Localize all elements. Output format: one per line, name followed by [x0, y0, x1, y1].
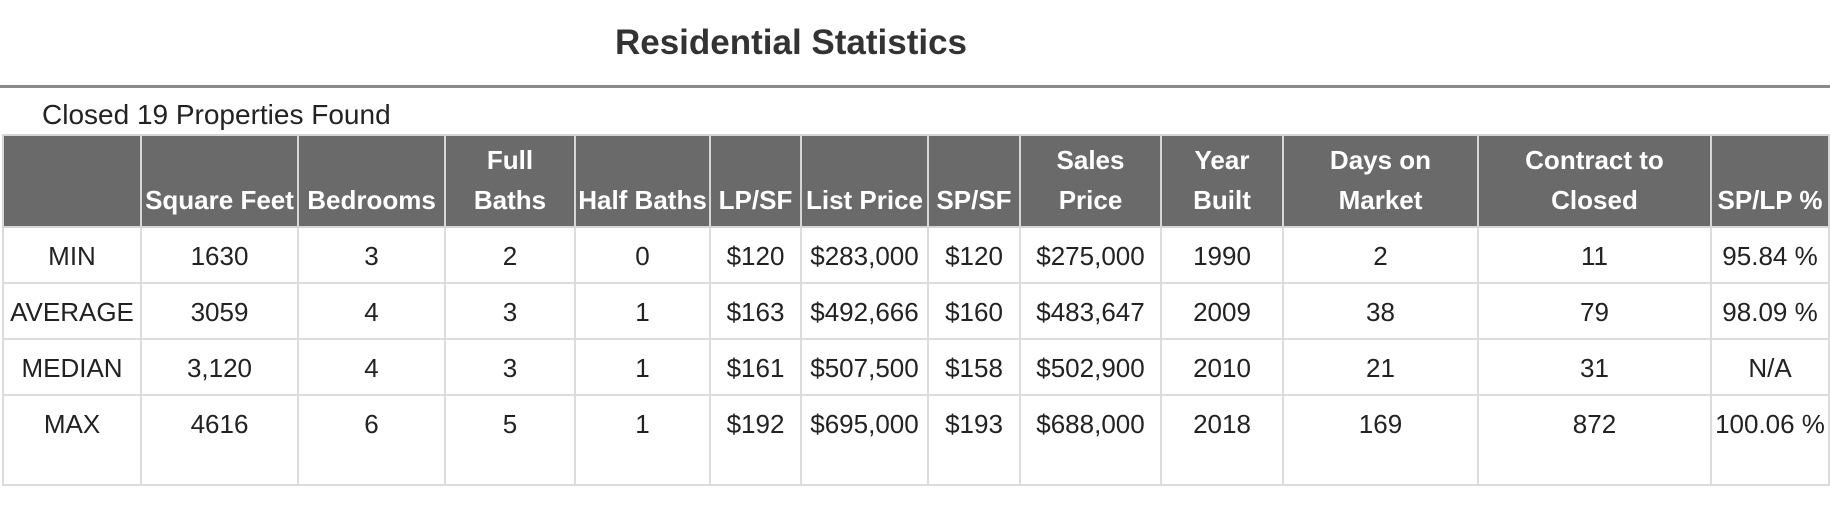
column-header-sp-lp-percent: SP/LP %: [1710, 134, 1830, 228]
column-header-contract-to-closed: Contract to Closed: [1477, 134, 1712, 228]
table-cell: 2: [1282, 226, 1479, 284]
table-cell: $695,000: [800, 394, 929, 486]
table-cell: 2009: [1160, 282, 1284, 340]
table-cell: $160: [927, 282, 1021, 340]
table-cell: $193: [927, 394, 1021, 486]
table-cell: 872: [1477, 394, 1712, 486]
table-cell: 98.09 %: [1710, 282, 1830, 340]
table-cell: $120: [709, 226, 802, 284]
table-row: MAX 4616 6 5 1 $192 $695,000 $193 $688,0…: [2, 394, 1830, 486]
column-header-year-built: Year Built: [1160, 134, 1284, 228]
column-header-list-price: List Price: [800, 134, 929, 228]
table-cell: 2010: [1160, 338, 1284, 396]
column-header-square-feet: Square Feet: [140, 134, 299, 228]
table-cell: 3,120: [140, 338, 299, 396]
column-header-days-on-market: Days on Market: [1282, 134, 1479, 228]
table-cell: 95.84 %: [1710, 226, 1830, 284]
row-label: MAX: [2, 394, 142, 486]
table-cell: $688,000: [1019, 394, 1162, 486]
column-header-sp-sf: SP/SF: [927, 134, 1021, 228]
table-cell: 38: [1282, 282, 1479, 340]
column-header-sales-price: Sales Price: [1019, 134, 1162, 228]
header-row: Square Feet Bedrooms Full Baths Half Bat…: [2, 134, 1830, 228]
table-cell: N/A: [1710, 338, 1830, 396]
table-cell: 4: [297, 282, 446, 340]
table-cell: 1: [574, 394, 711, 486]
results-count: Closed 19 Properties Found: [42, 99, 391, 130]
table-cell: 3: [297, 226, 446, 284]
table-cell: 1: [574, 338, 711, 396]
statistics-table: Square Feet Bedrooms Full Baths Half Bat…: [2, 134, 1830, 486]
table-cell: 31: [1477, 338, 1712, 396]
table-cell: 4: [297, 338, 446, 396]
table-row: AVERAGE 3059 4 3 1 $163 $492,666 $160 $4…: [2, 282, 1830, 340]
table-cell: 169: [1282, 394, 1479, 486]
table-cell: $163: [709, 282, 802, 340]
table-cell: 1: [574, 282, 711, 340]
table-cell: 21: [1282, 338, 1479, 396]
table-cell: 3: [444, 282, 576, 340]
column-header-full-baths: Full Baths: [444, 134, 576, 228]
table-cell: 2018: [1160, 394, 1284, 486]
table-cell: 5: [444, 394, 576, 486]
column-header-lp-sf: LP/SF: [709, 134, 802, 228]
row-label: AVERAGE: [2, 282, 142, 340]
table-cell: $161: [709, 338, 802, 396]
table-cell: 3: [444, 338, 576, 396]
table-cell: 100.06 %: [1710, 394, 1830, 486]
row-label: MIN: [2, 226, 142, 284]
table-cell: $275,000: [1019, 226, 1162, 284]
table-cell: 2: [444, 226, 576, 284]
table-cell: $120: [927, 226, 1021, 284]
table-cell: 11: [1477, 226, 1712, 284]
table-cell: $158: [927, 338, 1021, 396]
table-row: MIN 1630 3 2 0 $120 $283,000 $120 $275,0…: [2, 226, 1830, 284]
table-cell: $483,647: [1019, 282, 1162, 340]
table-cell: 0: [574, 226, 711, 284]
table-cell: 4616: [140, 394, 299, 486]
table-cell: 79: [1477, 282, 1712, 340]
table-cell: $192: [709, 394, 802, 486]
page-title: Residential Statistics: [614, 23, 968, 62]
table-cell: $507,500: [800, 338, 929, 396]
title-divider: [0, 85, 1830, 88]
table-cell: 1990: [1160, 226, 1284, 284]
table-row: MEDIAN 3,120 4 3 1 $161 $507,500 $158 $5…: [2, 338, 1830, 396]
column-header-label: [2, 134, 142, 228]
column-header-bedrooms: Bedrooms: [297, 134, 446, 228]
table-cell: 1630: [140, 226, 299, 284]
table-cell: $283,000: [800, 226, 929, 284]
table-cell: $492,666: [800, 282, 929, 340]
column-header-half-baths: Half Baths: [574, 134, 711, 228]
row-label: MEDIAN: [2, 338, 142, 396]
table-cell: $502,900: [1019, 338, 1162, 396]
table-cell: 6: [297, 394, 446, 486]
table-cell: 3059: [140, 282, 299, 340]
